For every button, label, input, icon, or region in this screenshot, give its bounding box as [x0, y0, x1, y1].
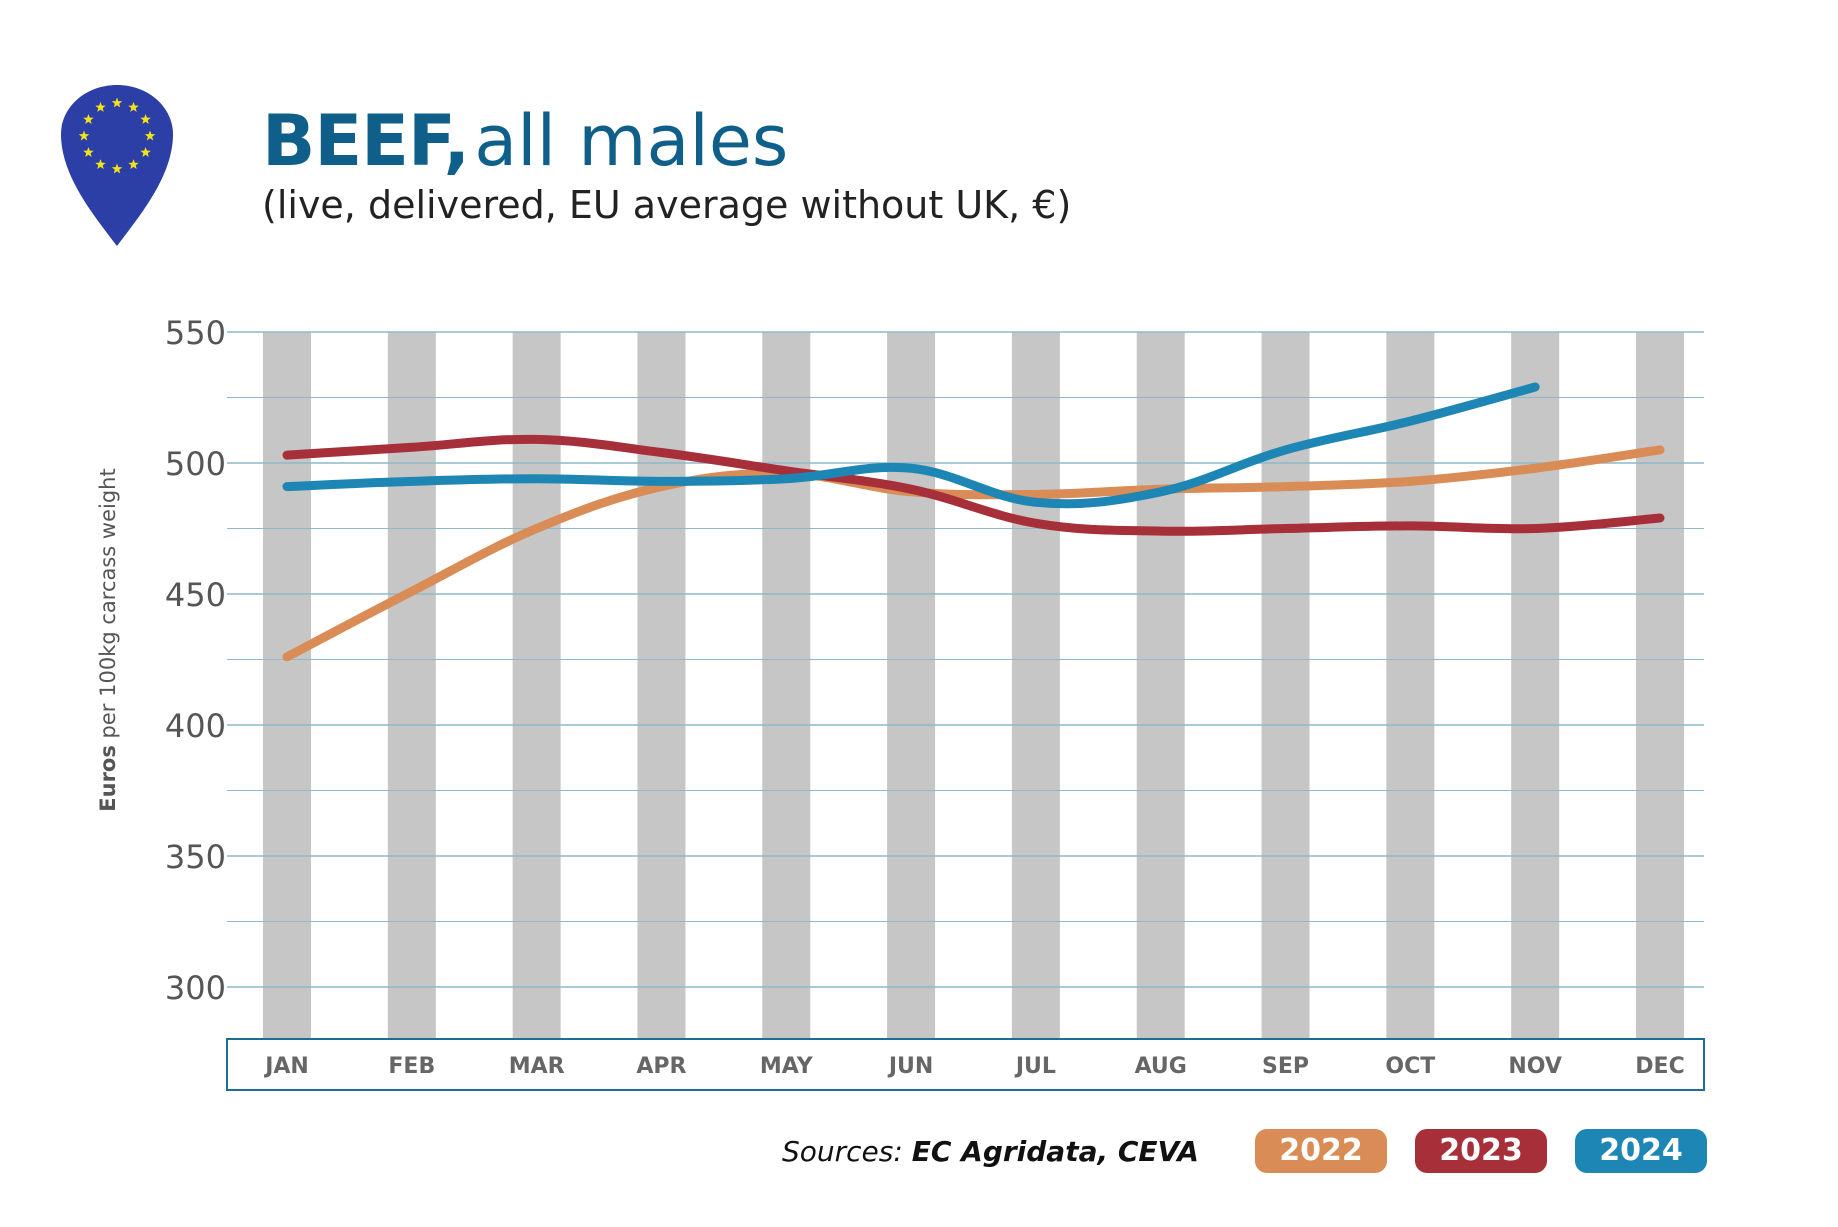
series-line-2024 — [282, 382, 1540, 509]
legend-2022: 2022 — [1255, 1129, 1387, 1173]
month-band — [1511, 332, 1560, 1039]
title-bold: BEEF, — [262, 100, 470, 182]
source-prefix: Sources: — [782, 1135, 903, 1168]
star-icon — [95, 159, 106, 170]
month-band — [1261, 332, 1310, 1039]
month-band — [263, 332, 311, 1039]
x-tick-label: JAN — [263, 1054, 309, 1079]
x-tick-label: SEP — [1262, 1054, 1309, 1079]
x-axis-ticks: JAN FEB MAR APR MAY JUN JUL AUG SEP OCT NOV DEC — [263, 1054, 1685, 1079]
star-icon — [140, 114, 151, 124]
source-note: Sources: EC Agridata, CEVA — [782, 1135, 1199, 1168]
month-band — [637, 332, 686, 1039]
y-tick-label: 500 — [165, 445, 226, 483]
source-names: EC Agridata, CEVA — [911, 1135, 1199, 1168]
star-icon — [78, 130, 90, 141]
x-tick-label: OCT — [1385, 1054, 1435, 1079]
x-tick-label: AUG — [1135, 1054, 1187, 1079]
gridlines — [227, 331, 1704, 988]
x-tick-label: FEB — [388, 1054, 435, 1079]
y-axis-label-rest: per 100kg carcass weight — [96, 468, 120, 739]
month-band — [1636, 332, 1684, 1039]
x-tick-label: APR — [636, 1054, 686, 1079]
star-icon — [144, 130, 156, 141]
x-tick-label: JUL — [1014, 1054, 1056, 1079]
page-title: BEEF, all males — [262, 100, 788, 182]
subtitle: (live, delivered, EU average without UK,… — [262, 183, 1072, 227]
star-icon — [83, 147, 94, 157]
star-icon — [111, 163, 123, 174]
y-tick-label: 400 — [165, 707, 226, 745]
y-axis-ticks: 550 500 450 400 350 300 — [165, 314, 226, 1007]
month-band — [387, 332, 436, 1039]
y-tick-label: 350 — [165, 838, 226, 876]
x-tick-label: MAR — [509, 1054, 565, 1079]
legend-2024: 2024 — [1575, 1129, 1707, 1173]
star-icon — [140, 147, 151, 157]
y-axis-label-bold: Euros — [96, 745, 120, 812]
y-axis-label: Euros per 100kg carcass weight — [96, 468, 120, 811]
series-lines — [282, 382, 1665, 662]
y-tick-label: 450 — [165, 576, 226, 614]
star-icon — [111, 97, 123, 108]
eu-map-pin-icon — [60, 85, 174, 246]
star-icon — [128, 159, 139, 170]
month-band — [887, 332, 936, 1039]
x-tick-label: JUN — [887, 1054, 933, 1079]
series-line-2023 — [282, 434, 1665, 536]
x-tick-label: DEC — [1635, 1054, 1684, 1079]
star-icon — [83, 114, 94, 124]
month-band — [1136, 332, 1185, 1039]
x-axis-box — [226, 1038, 1705, 1091]
series-line-2022 — [282, 445, 1665, 662]
x-tick-label: NOV — [1508, 1054, 1562, 1079]
month-band — [1386, 332, 1435, 1039]
star-icon — [128, 101, 139, 112]
legend-2023: 2023 — [1415, 1129, 1547, 1173]
star-icon — [95, 101, 106, 112]
month-band — [762, 332, 811, 1039]
title-rest: all males — [474, 100, 789, 182]
eu-stars-icon — [78, 97, 156, 174]
x-tick-label: MAY — [760, 1054, 814, 1079]
month-band — [1011, 332, 1060, 1039]
y-tick-label: 550 — [165, 314, 226, 352]
y-tick-label: 300 — [165, 969, 226, 1007]
